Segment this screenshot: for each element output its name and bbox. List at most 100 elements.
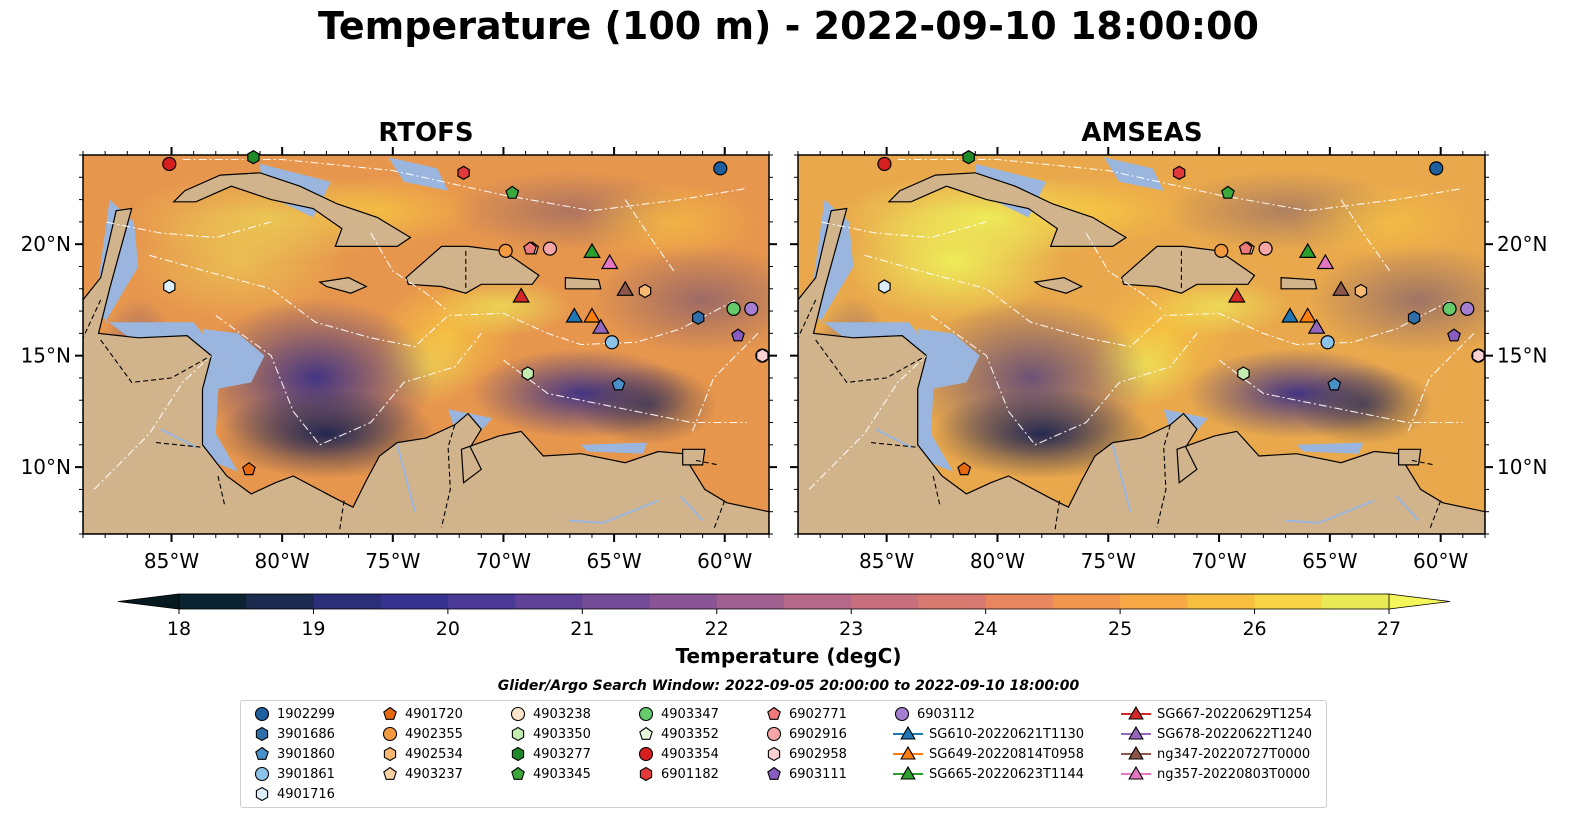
legend-marker-icon: [255, 746, 269, 760]
legend-label: 1902299: [277, 706, 335, 722]
x-tick-label: 65°W: [586, 549, 641, 573]
x-tick-label: 60°W: [697, 549, 752, 573]
observation-SG678-20220622T1240: [591, 318, 610, 334]
legend-label: 3901860: [277, 746, 335, 762]
country-border: [100, 339, 212, 383]
land-centralAmerica: [798, 207, 1485, 534]
observation-SG665-20220623T1144: [583, 242, 601, 258]
observation-6903112: [744, 301, 759, 316]
legend-marker-icon: [767, 766, 781, 780]
legend-label: 4901716: [277, 786, 335, 802]
temperature-anomaly: [1308, 244, 1485, 355]
x-tick-label: 85°W: [859, 549, 914, 573]
eez-boundary: [897, 158, 1463, 212]
eez-boundary: [182, 158, 747, 212]
observation-1902299: [713, 161, 728, 176]
legend-entry: 6903112: [893, 704, 975, 724]
legend-label: 4903354: [661, 746, 719, 762]
legend-entry: 4902534: [381, 744, 463, 764]
legend-label: SG649-20220814T0958: [929, 746, 1085, 762]
legend-entry: 6902771: [765, 704, 847, 724]
river: [1285, 499, 1375, 524]
observation-4902534: [1354, 283, 1368, 299]
legend-marker-icon: [639, 766, 653, 782]
observation-4901720: [242, 462, 256, 476]
y-tick-label: 10°N: [21, 455, 71, 479]
x-tick-label: 75°W: [1081, 549, 1136, 573]
legend-entry: 6902916: [765, 724, 847, 744]
country-border: [932, 475, 941, 506]
observation-6903111: [1447, 328, 1461, 342]
colorbar-label: Temperature (degC): [675, 644, 902, 668]
country-border: [1156, 424, 1171, 528]
observation-4901716: [163, 279, 176, 294]
observation-3901861: [604, 335, 619, 350]
colorbar-tick-label: 27: [1377, 618, 1401, 640]
colorbar-segment: [246, 594, 315, 609]
colorbar-tick-label: 21: [570, 618, 594, 640]
observation-4902534: [638, 283, 652, 299]
colorbar-tick-label: 26: [1242, 618, 1266, 640]
observation-SG678-20220622T1240: [1307, 318, 1326, 334]
observation-6902916: [1258, 241, 1273, 256]
observation-4902355: [1214, 243, 1229, 258]
observation-6902771: [523, 241, 537, 255]
legend-label: SG610-20220621T1130: [929, 726, 1085, 742]
legend-entry: 3901860: [253, 744, 335, 764]
colorbar-frame: [178, 593, 1390, 610]
observation-6903111: [731, 328, 745, 342]
observation-6901182: [457, 165, 470, 180]
legend-marker-icon: [1121, 745, 1151, 760]
legend-label: SG667-20220629T1254: [1157, 706, 1313, 722]
observation-6902771: [1238, 241, 1253, 255]
observation-SG667-20220629T1254: [1227, 287, 1246, 303]
country-border: [440, 424, 456, 528]
shallow-shelf: [1296, 442, 1364, 454]
legend-marker-icon: [638, 746, 654, 762]
panel-title-amseas: AMSEAS: [1081, 118, 1203, 148]
colorbar-tick-label: 23: [839, 618, 863, 640]
eez-boundary: [149, 254, 737, 348]
colorbar-segment: [515, 594, 583, 609]
observation-SG610-20220621T1130: [1281, 307, 1299, 323]
temperature-anomaly: [1295, 181, 1476, 262]
river: [1111, 444, 1132, 512]
observation-4903354: [877, 156, 892, 172]
observation-6903112: [1460, 301, 1475, 316]
legend-entry: 4903345: [509, 764, 591, 784]
shallow-shelf: [580, 442, 648, 454]
observation-4903277: [247, 150, 260, 165]
legend-entry: 4903352: [637, 724, 719, 744]
country-border: [695, 459, 719, 466]
colorbar-segment: [649, 594, 718, 609]
observation-4903345: [505, 185, 520, 199]
land-hispaniola: [1120, 245, 1256, 294]
observation-3901686: [1407, 310, 1421, 325]
colorbar-segment: [447, 594, 516, 609]
land-cuba: [887, 172, 1128, 247]
observation-4903350: [521, 366, 535, 381]
legend-marker-icon: [383, 746, 397, 762]
colorbar-segment: [1254, 594, 1323, 609]
x-tick-label: 80°W: [970, 549, 1025, 573]
eez-boundary: [864, 254, 1453, 348]
country-border: [1054, 500, 1061, 530]
legend-label: 4903350: [533, 726, 591, 742]
country-border: [815, 339, 927, 383]
colorbar-segment: [851, 594, 920, 609]
legend-marker-icon: [1121, 725, 1151, 740]
legend-entry: ng347-20220727T0000: [1121, 744, 1310, 764]
shallow-shelf: [917, 328, 980, 390]
land-cuba: [172, 172, 412, 247]
map-panel-amseas: [798, 155, 1485, 534]
legend-marker-icon: [383, 706, 397, 720]
legend-label: ng357-20220803T0000: [1157, 766, 1311, 782]
colorbar-extend-high: [1388, 593, 1451, 610]
eez-boundary: [1406, 333, 1475, 434]
legend-label: 6903112: [917, 706, 975, 722]
land-jamaica: [1033, 276, 1084, 294]
observation-1902299: [1429, 161, 1444, 176]
legend-label: 4901720: [405, 706, 463, 722]
y-tick-label: 20°N: [21, 232, 71, 256]
